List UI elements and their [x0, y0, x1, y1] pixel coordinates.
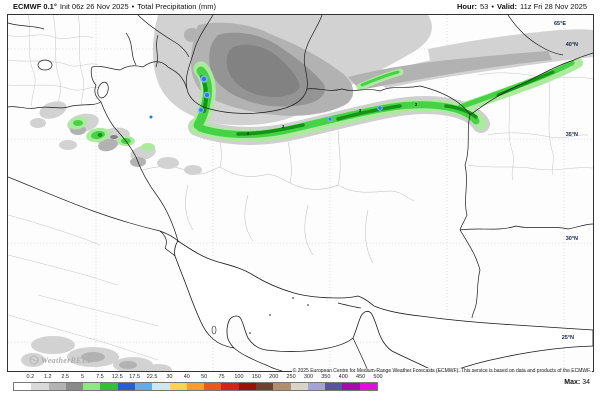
legend-segment: [325, 383, 343, 390]
max-value: 34: [582, 379, 590, 386]
precip-dark-gray: [70, 22, 552, 369]
max-label: Max:: [564, 379, 581, 386]
legend-segment: [134, 383, 153, 390]
legend-segment: [14, 383, 32, 390]
legend-tick-label: 40: [183, 374, 190, 380]
legend-segment: [65, 383, 84, 390]
local-max-number: 3: [282, 124, 285, 129]
legend-tick-label: 75: [218, 374, 225, 380]
valid-title: Hour: 53 • Valid: 11z Fri 28 Nov 2025: [457, 0, 590, 14]
legend-segment: [255, 383, 274, 390]
legend-segment: [290, 383, 308, 390]
legend-segment: [273, 383, 291, 390]
precip-green: [68, 58, 583, 151]
valid-value: 11z Fri 28 Nov 2025: [520, 2, 587, 11]
legend-tick-label: 50: [201, 374, 208, 380]
legend-tick-label: 0.2: [26, 374, 35, 380]
legend-segment: [359, 383, 377, 390]
legend-tick-label: 350: [321, 374, 331, 380]
legend-tick-label: 17.5: [129, 374, 141, 380]
legend-tick-label: 2.5: [61, 374, 69, 380]
legend-segment: [48, 383, 66, 390]
legend-tick-label: 7.5: [96, 374, 104, 380]
legend-segment: [100, 383, 118, 390]
legend-segment: [342, 383, 360, 390]
map-title: ECMWF 0.1° Init 06z 26 Nov 2025 • Total Pre…: [13, 0, 219, 14]
legend-tick-label: 22.5: [146, 374, 158, 380]
legend-tick-label: 5: [80, 374, 85, 380]
country-borders: [8, 15, 593, 371]
init-time: Init 06z 26 Nov 2025: [59, 2, 129, 11]
lat-label: 40°N: [566, 42, 578, 48]
legend-tick-label: 300: [303, 374, 314, 380]
model-name: ECMWF 0.1°: [13, 2, 57, 11]
legend-tick-label: 150: [251, 374, 261, 380]
legend-tick-label: 200: [269, 374, 279, 380]
valid-label: Valid:: [497, 2, 518, 11]
legend-tick-label: 100: [234, 374, 244, 380]
legend-colorbar: [13, 382, 378, 391]
forecast-map: 65°E 40°N 35°N 30°N 25°N WeatherBELL 4 3 3…: [7, 14, 594, 372]
lon-label: 65°E: [554, 21, 566, 27]
legend-segment: [204, 383, 222, 390]
field-name: Total Precipitation (mm): [137, 2, 217, 11]
local-max-number: 2: [415, 102, 418, 107]
legend-tick-label: 12.5: [111, 374, 123, 380]
legend-segment: [238, 383, 256, 390]
precip-legend: 0.2 1.2 2.5 5 7.5 12.5 17.5 22.5 30 40 50 75 100 150 2…: [0, 373, 600, 400]
lat-label: 30°N: [566, 236, 578, 242]
legend-tick-label: 250: [286, 374, 296, 380]
max-value-box: Max: 34: [564, 379, 590, 386]
watermark: WeatherBELL: [29, 355, 92, 365]
legend-segment: [221, 383, 239, 390]
legend-segment: [31, 383, 49, 390]
legend-segment: [307, 383, 326, 390]
legend-segment: [83, 383, 101, 390]
copyright-text: © 2025 European Centre for Medium-Range …: [291, 368, 592, 374]
legend-segment: [117, 383, 135, 390]
hour-label: Hour:: [457, 2, 478, 11]
lat-label: 25°N: [562, 335, 574, 341]
grid-labels: 65°E 40°N 35°N 30°N 25°N: [554, 21, 578, 341]
legend-tick-label: 1.2: [43, 374, 52, 380]
legend-tick-label: 450: [356, 374, 366, 380]
local-max-number: 3: [359, 108, 362, 113]
legend-tick-label: 500: [373, 374, 383, 380]
precip-blue-cores: [149, 75, 383, 122]
legend-segment: [186, 383, 205, 390]
watermark-text: WeatherBELL: [41, 356, 92, 365]
local-max-number: 4: [247, 131, 250, 136]
header-bar: ECMWF 0.1° Init 06z 26 Nov 2025 • Total Pre…: [0, 0, 600, 14]
legend-segment: [169, 383, 187, 390]
legend-tick-labels: 0.2 1.2 2.5 5 7.5 12.5 17.5 22.5 30 40 50 75 100 150 2…: [13, 374, 383, 381]
bullet: •: [491, 2, 494, 11]
legend-segment: [152, 383, 170, 390]
legend-tick-label: 30: [166, 374, 173, 380]
map-canvas: 65°E 40°N 35°N 30°N 25°N WeatherBELL 4 3 3…: [8, 15, 593, 371]
bullet: •: [131, 2, 135, 11]
hour-value: 53: [480, 2, 489, 11]
legend-tick-label: 400: [338, 374, 348, 380]
coastlines: [8, 15, 593, 371]
lat-label: 35°N: [566, 132, 578, 138]
